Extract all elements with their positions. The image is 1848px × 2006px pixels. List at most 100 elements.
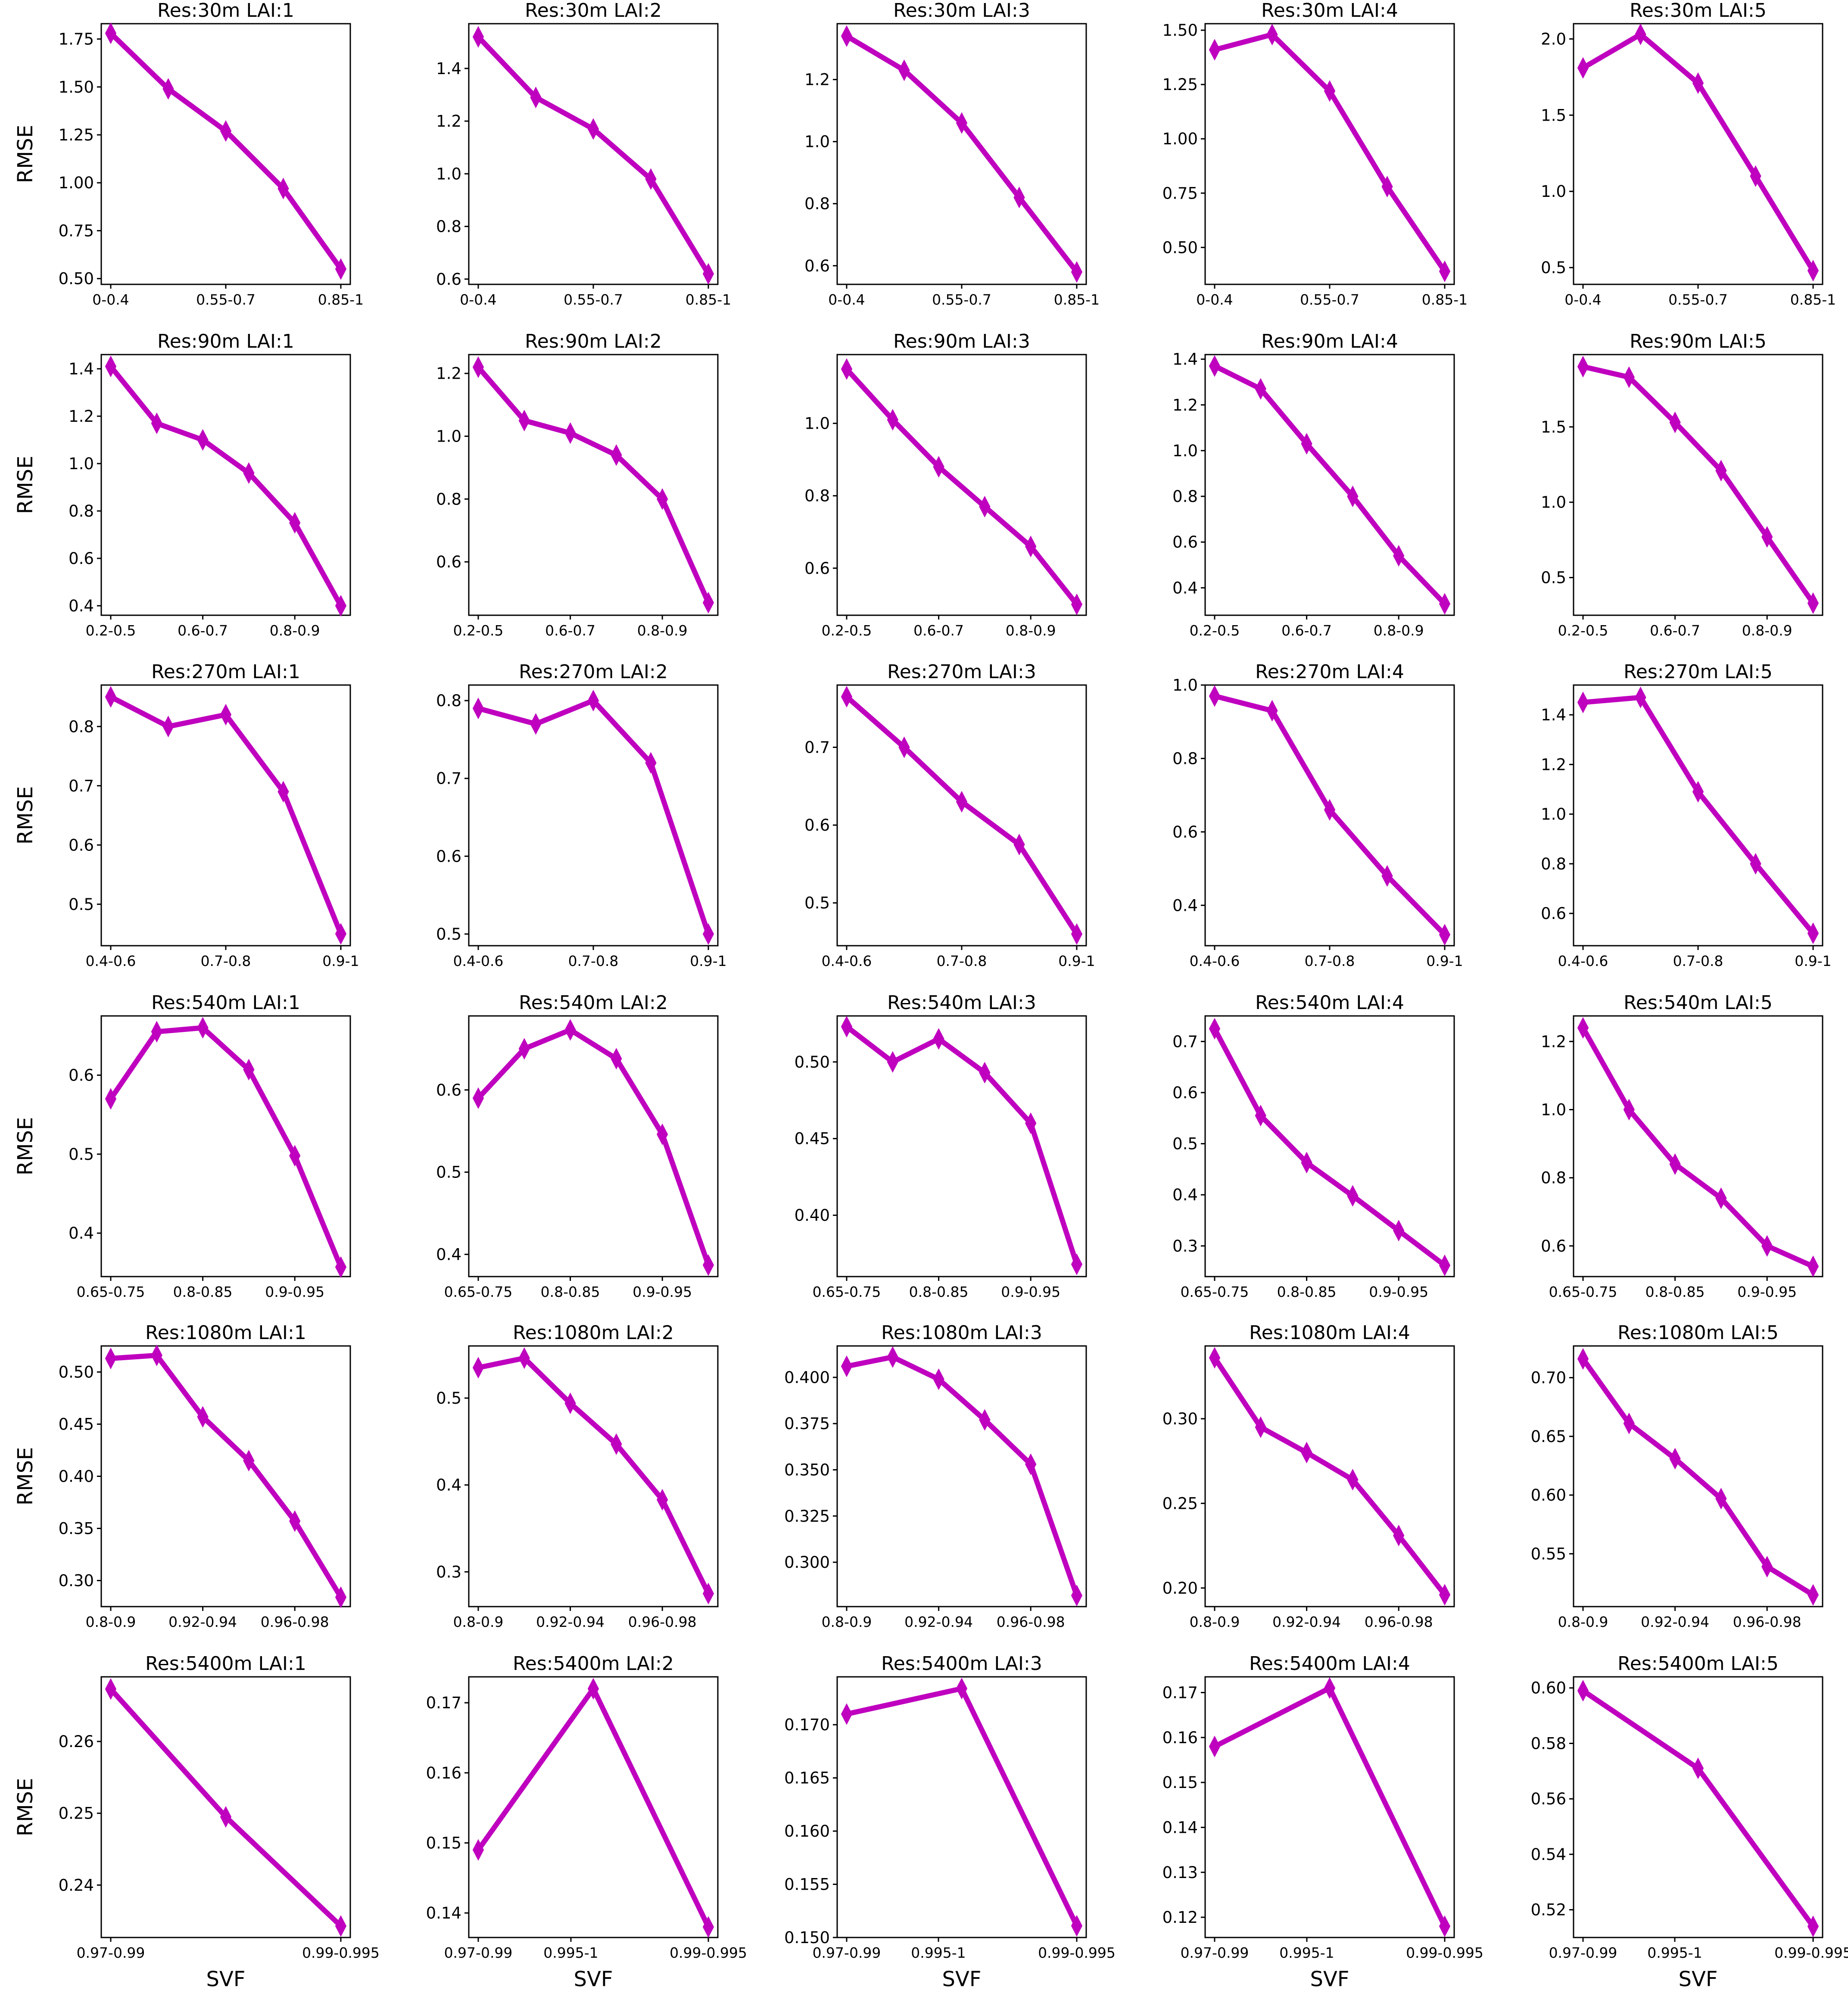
data-point (1071, 593, 1083, 615)
x-tick-label: 0.9-0.95 (1737, 1283, 1797, 1300)
subplot-title: Res:5400m LAI:3 (881, 1653, 1042, 1675)
x-tick-label: 0.9-1 (1426, 953, 1463, 969)
x-tick-label: 0.55-0.7 (1300, 291, 1359, 308)
series-line (476, 698, 711, 937)
y-tick-label: 0.6 (1541, 904, 1566, 923)
data-point (1761, 1235, 1773, 1257)
subplot-title: Res:5400m LAI:1 (145, 1653, 306, 1675)
y-tick-label: 0.350 (784, 1461, 830, 1479)
data-point (1025, 536, 1037, 558)
y-tick-label: 1.0 (1541, 493, 1566, 512)
data-point (1692, 1757, 1704, 1779)
subplot: Res:5400m LAI:1 0.24 0.25 0.26 0.97-0.99 0.99… (13, 1653, 598, 1991)
y-tick-label: 1.4 (436, 59, 461, 78)
data-point (472, 1839, 484, 1861)
axes-frame (836, 354, 1087, 616)
x-tick-label: 0.8-0.9 (86, 1614, 136, 1630)
data-point (1071, 1915, 1083, 1937)
data-point (657, 1489, 668, 1511)
series-line (476, 1027, 711, 1268)
x-axis-label: SVF (206, 1967, 246, 1991)
x-tick-label: 0.8-0.9 (1374, 622, 1424, 639)
y-tick-label: 0.50 (59, 270, 94, 288)
data-point (587, 118, 599, 140)
x-tick-label: 0.96-0.98 (997, 1614, 1065, 1630)
axes-frame (100, 1015, 351, 1277)
data-point (657, 1123, 668, 1145)
x-tick-label: 0.2-0.5 (1190, 622, 1240, 639)
data-point (956, 112, 968, 134)
subplot: Res:5400m LAI:30.1500.1550.1600.1650.170… (784, 1653, 1334, 1991)
x-tick-label: 0.8-0.9 (1558, 1614, 1608, 1630)
y-tick-label: 0.6 (436, 553, 461, 571)
series-line (844, 366, 1079, 607)
y-tick-label: 0.8 (69, 717, 94, 736)
y-tick-label: 0.40 (59, 1467, 94, 1486)
data-point (1013, 187, 1025, 209)
series-line (476, 1686, 711, 1930)
y-tick-label: 1.5 (1541, 418, 1566, 436)
axes-frame (468, 354, 719, 616)
subplot-title: Res:270m LAI:3 (887, 661, 1036, 683)
data-point (1807, 1255, 1819, 1277)
x-tick-label: 0.4-0.6 (1190, 953, 1240, 969)
x-tick-label: 0.96-0.98 (261, 1614, 329, 1630)
subplot-title: Res:540m LAI:4 (1255, 992, 1404, 1014)
x-tick-label: 0-0.4 (828, 291, 865, 308)
subplot: Res:90m LAI:3 0.6 0.8 1.0 0.2-0.5 0.6-0.7 0.8-… (804, 330, 1087, 639)
x-tick-label: 0.92-0.94 (904, 1614, 973, 1630)
subplot-title: Res:30m LAI:3 (893, 0, 1030, 22)
data-point (1439, 924, 1451, 946)
data-point (1807, 259, 1819, 282)
data-point (1715, 1187, 1727, 1209)
data-point (277, 178, 289, 199)
data-point (220, 1806, 232, 1828)
y-tick-label: 1.00 (59, 174, 94, 192)
subplot: Res:1080m LAI:3 0.300 0.325 0.350 0.375 0.400… (784, 1322, 1087, 1630)
data-point (841, 1703, 853, 1725)
axes-frame (1204, 1015, 1455, 1277)
axes-frame (836, 1676, 1087, 1938)
subplot-title: Res:5400m LAI:2 (513, 1653, 674, 1675)
series-line (108, 1025, 343, 1270)
subplot: Res:540m LAI:4 0.3 0.4 0.5 0.6 0.7 0.65-0.75 0.… (1172, 992, 1455, 1300)
subplot: Res:270m LAI:3 0.5 0.6 0.7 0.4-0.6 0.7-0.8 0.9… (804, 661, 1095, 969)
y-tick-label: 0.75 (1162, 184, 1198, 202)
data-point (1381, 865, 1393, 887)
x-tick-label: 0.65-0.75 (1549, 1283, 1617, 1300)
data-point (472, 698, 484, 720)
x-tick-label: 0.85-1 (318, 291, 364, 308)
y-tick-label: 0.6 (804, 257, 830, 275)
y-tick-label: 1.2 (69, 407, 94, 426)
y-axis-label: RMSE (13, 1117, 37, 1176)
y-tick-label: 1.75 (59, 30, 94, 49)
subplot: Res:270m LAI:2 0.5 0.6 0.7 0.8 0.4-0.6 0.7-0.8… (436, 661, 727, 969)
y-tick-label: 0.60 (1531, 1679, 1566, 1698)
data-point (518, 409, 530, 432)
data-point (1439, 1254, 1451, 1277)
data-point (335, 1915, 347, 1937)
data-point (1692, 781, 1704, 803)
data-point (105, 1678, 117, 1700)
series-line (844, 1024, 1079, 1267)
subplot-title: Res:540m LAI:5 (1624, 992, 1773, 1014)
subplot-title: Res:30m LAI:2 (525, 0, 662, 22)
data-point (1266, 700, 1278, 722)
data-point (1439, 1915, 1451, 1937)
y-tick-label: 1.2 (1541, 1032, 1566, 1051)
data-point (1761, 1556, 1773, 1578)
axes-frame (1573, 354, 1823, 616)
data-point (1623, 1412, 1635, 1435)
y-tick-label: 0.400 (784, 1368, 830, 1387)
data-point (151, 412, 162, 434)
subplot-title: Res:5400m LAI:5 (1617, 1653, 1779, 1675)
x-tick-label: 0.8-0.85 (909, 1283, 969, 1300)
axes-frame (100, 1676, 351, 1938)
y-tick-label: 0.45 (59, 1415, 94, 1434)
data-point (898, 59, 910, 81)
y-tick-label: 0.6 (69, 1066, 94, 1085)
x-tick-label: 0.8-0.85 (1645, 1283, 1705, 1300)
y-tick-label: 0.8 (804, 487, 830, 505)
y-tick-label: 0.6 (436, 270, 461, 289)
subplot: Res:1080m LAI:1 0.30 0.35 0.40 0.45 0.50 0.8-0… (13, 1322, 351, 1630)
